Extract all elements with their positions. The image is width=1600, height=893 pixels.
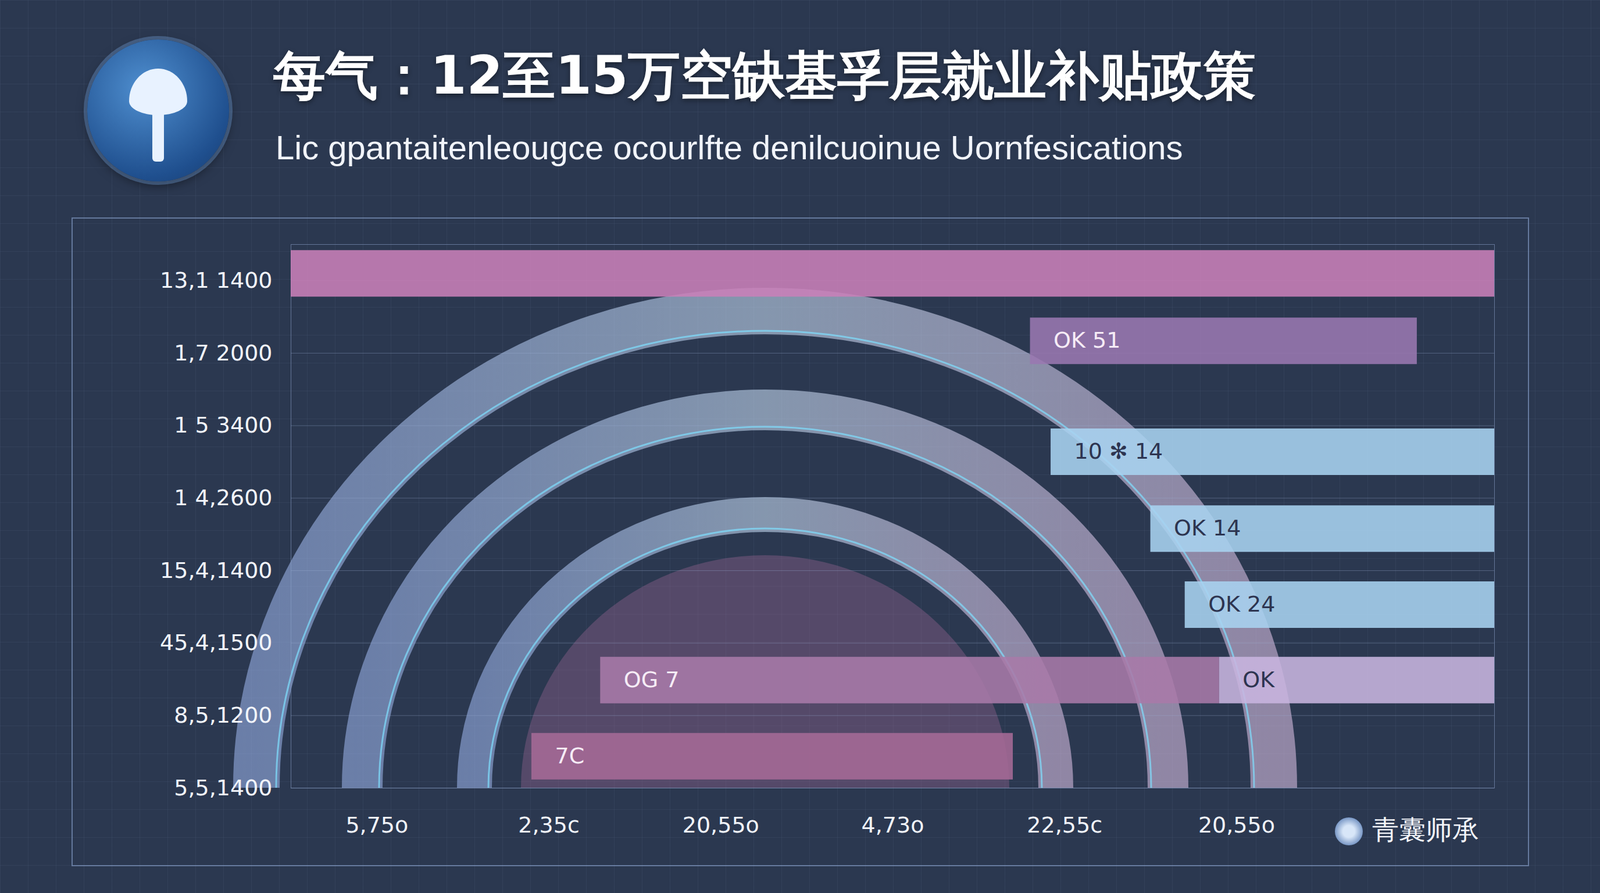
- svg-text:45,4,1500: 45,4,1500: [159, 629, 273, 656]
- svg-text:OK 24: OK 24: [1208, 591, 1275, 617]
- svg-text:13,1 1400: 13,1 1400: [159, 267, 273, 294]
- svg-text:OG 7: OG 7: [623, 666, 680, 693]
- html-text:每气：12至15万空缺基孚层就业补贴政策: 每气：12至15万空缺基孚层就业补贴政策: [273, 44, 1257, 106]
- html-text:Lic gpantaitenleougce ocourlft: Lic gpantaitenleougce ocourlfte denilcuo…: [275, 128, 1183, 167]
- svg-text:1 4,2600: 1 4,2600: [173, 484, 273, 511]
- svg-text:2,35c: 2,35c: [518, 812, 580, 838]
- svg-text:1,7 2000: 1,7 2000: [173, 340, 273, 366]
- svg-text:7C: 7C: [555, 743, 585, 769]
- html-text:青囊师承: 青囊师承: [1372, 813, 1480, 846]
- svg-text:5,5,1400: 5,5,1400: [173, 775, 273, 801]
- svg-text:OK: OK: [1242, 666, 1275, 693]
- svg-text:1 5 3400: 1 5 3400: [173, 412, 273, 438]
- svg-text:20,55o: 20,55o: [682, 812, 760, 838]
- svg-text:22,55c: 22,55c: [1026, 812, 1103, 838]
- svg-text:OK 14: OK 14: [1173, 515, 1241, 541]
- svg-text:4,73o: 4,73o: [861, 812, 925, 838]
- svg-text:OK 51: OK 51: [1053, 327, 1121, 353]
- svg-text:20,55o: 20,55o: [1198, 812, 1275, 838]
- svg-text:10 ✻ 14: 10 ✻ 14: [1074, 438, 1164, 464]
- svg-text:5,75o: 5,75o: [345, 812, 409, 838]
- svg-text:8,5,1200: 8,5,1200: [173, 702, 273, 728]
- svg-text:15,4,1400: 15,4,1400: [159, 557, 273, 584]
